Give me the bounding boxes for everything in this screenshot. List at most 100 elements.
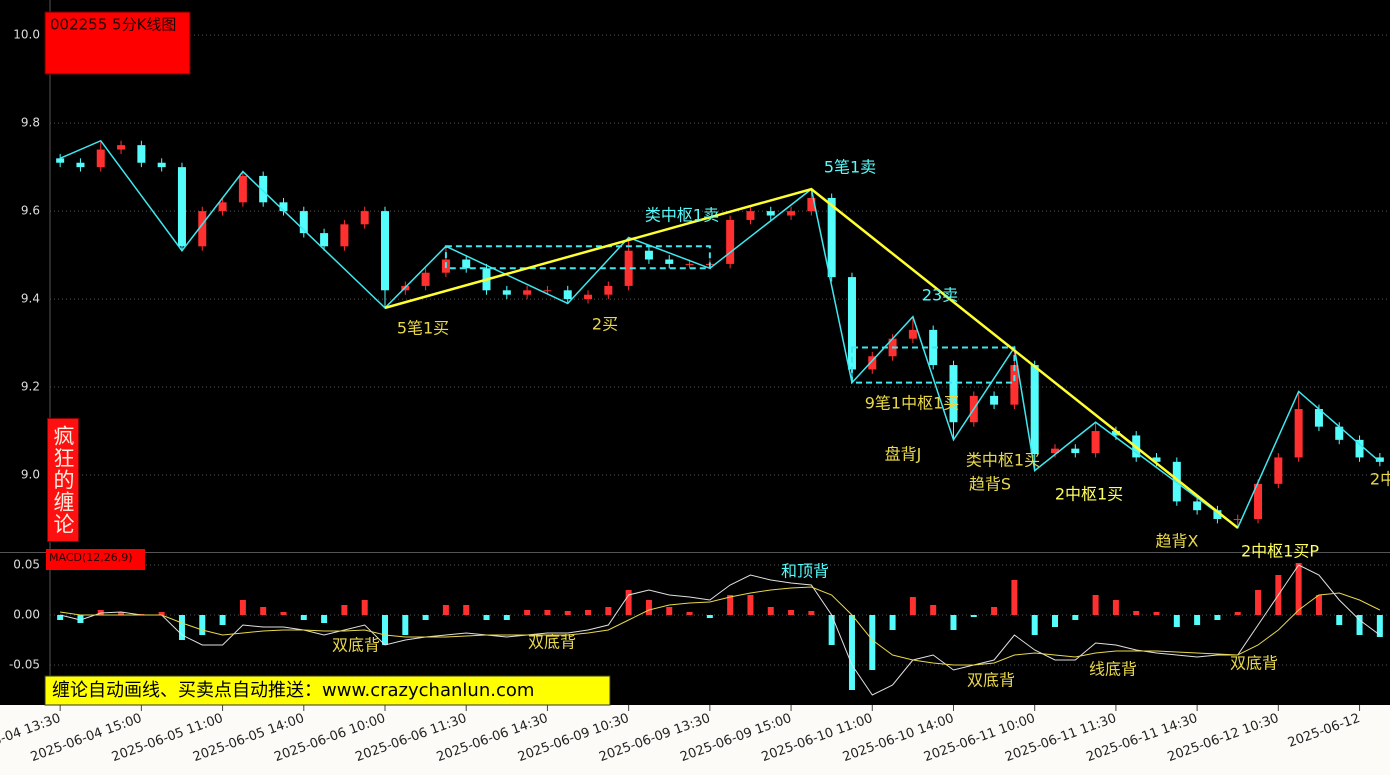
- macd-line: [60, 586, 1381, 666]
- candle-body: [665, 259, 674, 264]
- candle-body: [685, 263, 694, 265]
- macd-bar: [808, 611, 815, 615]
- macd-bar: [585, 610, 592, 615]
- candle-body: [177, 167, 186, 247]
- macd-bar: [158, 612, 165, 615]
- candle-body: [787, 211, 796, 216]
- pivot-box: [850, 346, 1016, 384]
- macd-line: [60, 564, 1381, 696]
- macd-title: MACD(12,26,9): [49, 551, 133, 564]
- macd-bar: [788, 610, 795, 615]
- macd-bar: [950, 615, 957, 630]
- macd-bar: [321, 615, 328, 623]
- annotation: 类中枢1卖: [645, 206, 719, 225]
- macd-bar: [1112, 600, 1119, 615]
- y-tick-label: 9.0: [21, 468, 40, 482]
- macd-bar: [970, 615, 977, 617]
- y-tick-label: 9.8: [21, 116, 40, 130]
- macd-bar: [1092, 595, 1099, 615]
- candle-body: [421, 272, 430, 286]
- macd-bar: [828, 615, 835, 645]
- macd-bar: [1234, 612, 1241, 615]
- candle-body: [381, 211, 389, 291]
- macd-bar: [422, 615, 429, 620]
- candle-body: [827, 197, 836, 278]
- macd-bar: [1295, 563, 1302, 615]
- macd-bar: [747, 595, 754, 615]
- candle-body: [868, 356, 877, 370]
- chart-title: 002255 5分K线图: [50, 16, 176, 34]
- y-tick-label: 9.4: [21, 292, 40, 306]
- annotation: 趋背X: [1156, 532, 1199, 551]
- macd-bar: [382, 615, 388, 645]
- macd-bar: [706, 615, 713, 618]
- candle-body: [584, 294, 593, 300]
- y-tick-label: 9.2: [21, 380, 40, 394]
- candle-body: [1335, 426, 1344, 440]
- candle-body: [1091, 431, 1100, 454]
- macd-bar: [402, 615, 409, 635]
- annotation: 5笔1卖: [824, 158, 876, 177]
- macd-bar: [219, 615, 226, 625]
- candle-body: [1051, 448, 1059, 454]
- candle-body: [502, 290, 511, 295]
- candle-body: [1355, 439, 1364, 458]
- annotation: 2中枢1买: [1055, 485, 1123, 504]
- annotation: 2买: [592, 315, 618, 334]
- annotation: 盘背J: [885, 445, 922, 464]
- macd-bar: [442, 605, 449, 615]
- candle-body: [76, 162, 85, 168]
- promo-text: 缠论自动画线、买卖点自动推送：www.crazychanlun.com: [52, 680, 534, 701]
- annotation: 23卖: [922, 286, 958, 305]
- macd-bar: [930, 605, 937, 615]
- annotation: 双底背: [1230, 654, 1278, 673]
- macd-bar: [991, 607, 998, 615]
- macd-bar: [909, 597, 916, 615]
- candle-body: [746, 211, 755, 220]
- candle-body: [96, 149, 105, 168]
- candle-body: [238, 175, 247, 203]
- annotation: 双底背: [332, 636, 380, 655]
- candle-body: [299, 211, 308, 234]
- chart-background: [0, 0, 1390, 705]
- macd-bar: [625, 590, 632, 615]
- y-tick-label: -0.05: [9, 658, 40, 672]
- macd-bar: [1255, 590, 1262, 615]
- macd-bar: [178, 615, 185, 640]
- macd-bar: [118, 612, 125, 615]
- y-tick-label: 0.00: [13, 608, 40, 622]
- candle-body: [1213, 510, 1222, 520]
- annotation: 双底背: [528, 633, 576, 652]
- candle-body: [157, 162, 166, 168]
- macd-bar: [300, 615, 307, 620]
- candle-body: [462, 259, 471, 269]
- promo-box: [44, 675, 611, 706]
- macd-bar: [1315, 595, 1322, 615]
- macd-bar: [869, 615, 876, 670]
- macd-bar: [564, 611, 571, 615]
- annotation: 2中枢1买P: [1241, 542, 1319, 561]
- annotation: 线底背: [1089, 660, 1137, 679]
- macd-title-box: [46, 549, 145, 570]
- candle-body: [1172, 461, 1181, 502]
- candle-body: [1314, 409, 1323, 427]
- candle-body: [259, 175, 268, 203]
- macd-bar: [57, 615, 64, 620]
- candle-body: [1010, 365, 1019, 405]
- candle-body: [1111, 431, 1120, 436]
- macd-bar: [1356, 615, 1363, 635]
- macd-bar: [1336, 615, 1343, 625]
- macd-bar: [1011, 580, 1018, 615]
- brand: 疯狂的缠论: [47, 418, 79, 542]
- macd-bar: [889, 615, 896, 630]
- y-tick-label: 10.0: [13, 28, 40, 42]
- macd-bar: [1376, 615, 1383, 637]
- macd-bar: [645, 600, 652, 615]
- annotation: 和顶背: [781, 562, 829, 581]
- macd-bar: [1052, 615, 1058, 627]
- title-box: [44, 11, 191, 75]
- candle-body: [117, 145, 126, 150]
- annotation: 双底背: [967, 671, 1015, 690]
- y-tick-label: 0.05: [13, 558, 40, 572]
